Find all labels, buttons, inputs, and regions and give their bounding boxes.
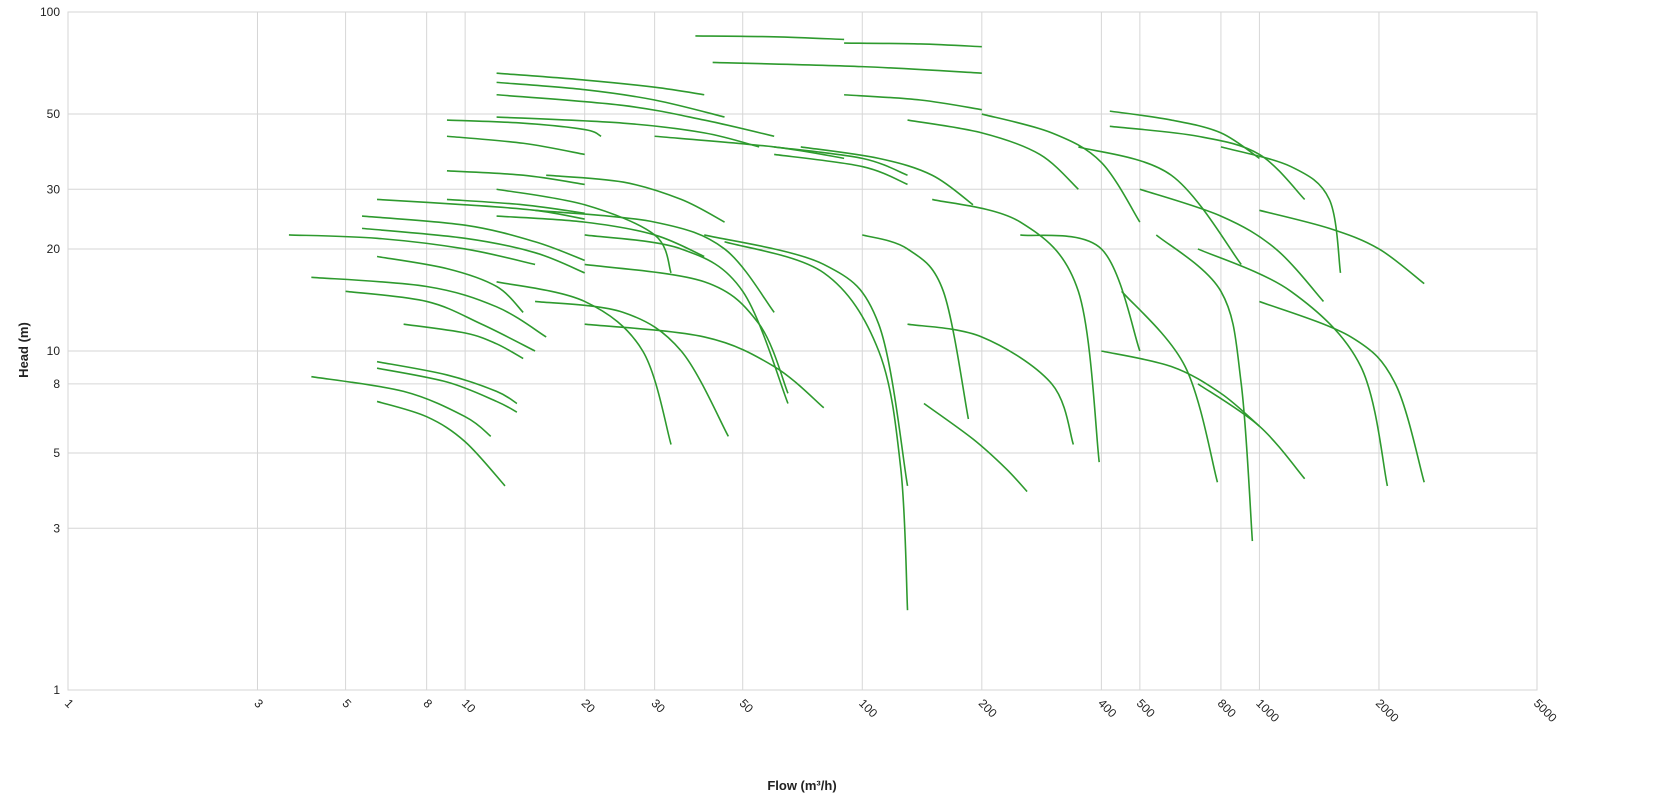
- x-tick-label: 1: [62, 696, 77, 711]
- x-tick-label: 400: [1095, 696, 1119, 720]
- pump-curve: [981, 113, 1141, 223]
- pump-curve: [496, 93, 775, 138]
- pump-curve: [534, 209, 775, 313]
- pump-curve: [1078, 146, 1242, 265]
- pump-curve: [584, 323, 825, 409]
- pump-curve: [923, 402, 1028, 493]
- y-tick-label: 20: [47, 242, 61, 256]
- x-tick-label: 5: [339, 696, 354, 711]
- pump-curve: [446, 170, 585, 186]
- x-tick-label: 30: [648, 696, 668, 716]
- pump-curve: [800, 146, 974, 206]
- y-tick-label: 5: [53, 446, 60, 460]
- pump-curve: [361, 227, 585, 274]
- y-tick-label: 30: [47, 182, 61, 196]
- pump-curve: [584, 234, 789, 404]
- pump-curve: [1220, 146, 1342, 273]
- pump-curve: [584, 263, 789, 394]
- y-axis-label: Head (m): [16, 322, 31, 378]
- x-tick-label: 10: [459, 696, 479, 716]
- x-tick-label: 20: [579, 696, 599, 716]
- x-tick-label: 100: [856, 696, 880, 720]
- pump-curve: [1197, 248, 1389, 487]
- x-tick-label: 3: [251, 696, 266, 711]
- pump-curve: [496, 215, 705, 258]
- y-tick-label: 3: [53, 521, 60, 535]
- pump-curve: [311, 276, 547, 338]
- pump-curve: [496, 116, 760, 148]
- pump-curve: [446, 198, 585, 214]
- x-tick-label: 5000: [1531, 696, 1560, 725]
- pump-curve: [1155, 234, 1254, 542]
- pump-curve: [1109, 125, 1306, 200]
- pump-curve: [1139, 188, 1325, 303]
- pump-curve: [311, 375, 492, 437]
- x-tick-label: 800: [1215, 696, 1239, 720]
- pump-curve: [1259, 209, 1425, 285]
- pump-curve: [361, 215, 585, 262]
- pump-curve: [403, 323, 524, 360]
- pump-curve: [907, 119, 1079, 190]
- pump-curve: [1020, 234, 1141, 352]
- pump-curve: [844, 93, 982, 111]
- pump-curve: [376, 255, 524, 313]
- pump-curve: [446, 119, 602, 137]
- x-tick-label: 500: [1134, 696, 1158, 720]
- pump-curve: [546, 174, 725, 223]
- x-tick-label: 200: [976, 696, 1000, 720]
- x-tick-label: 2000: [1373, 696, 1402, 725]
- x-tick-label: 1000: [1253, 696, 1282, 725]
- pump-curve: [496, 188, 672, 274]
- pump-curve: [654, 135, 845, 160]
- pump-curve: [376, 400, 506, 487]
- x-axis-label: Flow (m³/h): [767, 778, 836, 793]
- y-tick-label: 8: [53, 377, 60, 391]
- pump-curve: [376, 360, 518, 405]
- y-tick-label: 1: [53, 683, 60, 697]
- x-tick-label: 50: [737, 696, 757, 716]
- pump-curve: [774, 153, 908, 186]
- pump-curve: [862, 234, 970, 420]
- pump-curve: [496, 72, 705, 96]
- pump-curve: [496, 281, 672, 445]
- pump-curve: [1101, 350, 1260, 427]
- pump-curve: [446, 135, 585, 156]
- pump-curve: [376, 198, 585, 220]
- pump-curve: [376, 367, 518, 413]
- pump-curve: [704, 234, 909, 487]
- pump-curve: [1121, 290, 1219, 483]
- pump-curve: [496, 81, 725, 118]
- pump-curve: [724, 241, 909, 611]
- pump-curve: [695, 35, 845, 41]
- x-tick-label: 8: [421, 696, 436, 711]
- pump-curve: [345, 290, 536, 352]
- pump-curve: [907, 323, 1075, 445]
- y-tick-label: 10: [47, 344, 61, 358]
- pump-curve: [932, 198, 1101, 463]
- pump-curve: [534, 300, 730, 437]
- pump-curve: [1259, 300, 1425, 483]
- pump-curve: [844, 42, 982, 48]
- y-tick-label: 50: [47, 107, 61, 121]
- pump-curve: [712, 61, 982, 74]
- y-tick-label: 100: [40, 5, 60, 19]
- pump-curve: [288, 234, 536, 266]
